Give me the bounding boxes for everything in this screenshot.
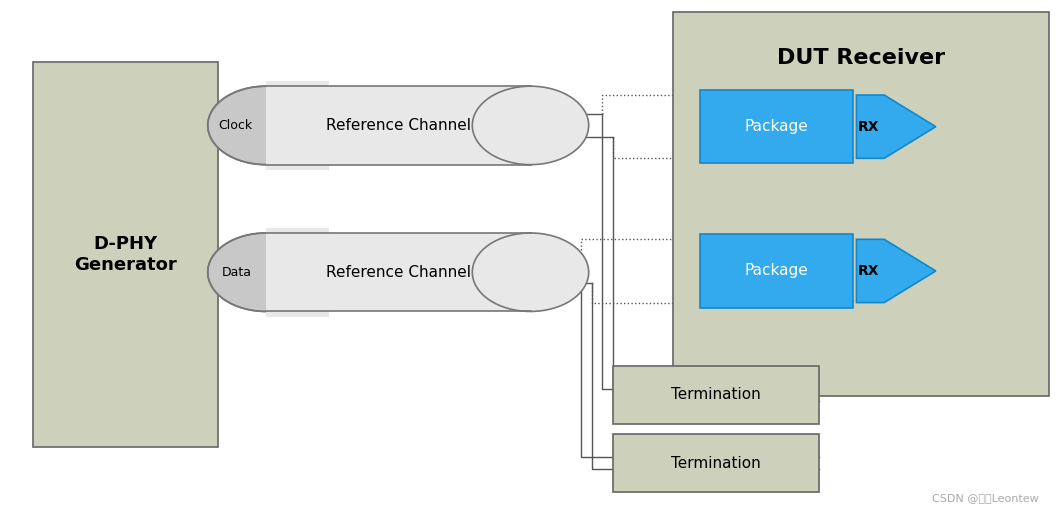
Bar bbox=[266, 86, 530, 164]
Text: Data: Data bbox=[222, 266, 251, 279]
Text: RX: RX bbox=[858, 264, 880, 278]
FancyBboxPatch shape bbox=[700, 90, 853, 163]
Text: D-PHY
Generator: D-PHY Generator bbox=[74, 235, 177, 274]
Text: Reference Channel: Reference Channel bbox=[326, 118, 471, 133]
FancyBboxPatch shape bbox=[613, 434, 819, 492]
Text: DUT Receiver: DUT Receiver bbox=[777, 48, 945, 68]
FancyBboxPatch shape bbox=[613, 366, 819, 424]
Polygon shape bbox=[856, 95, 936, 158]
Ellipse shape bbox=[472, 233, 589, 312]
Text: Termination: Termination bbox=[672, 387, 761, 403]
Ellipse shape bbox=[208, 233, 325, 312]
Text: Reference Channel: Reference Channel bbox=[326, 265, 471, 280]
Polygon shape bbox=[856, 239, 936, 302]
FancyBboxPatch shape bbox=[674, 12, 1049, 396]
Text: Package: Package bbox=[745, 264, 808, 278]
Ellipse shape bbox=[208, 86, 325, 164]
Text: CSDN @水枥Leontew: CSDN @水枥Leontew bbox=[932, 493, 1039, 502]
Text: RX: RX bbox=[858, 120, 880, 134]
Text: Package: Package bbox=[745, 119, 808, 134]
Text: Clock: Clock bbox=[219, 119, 253, 132]
Bar bbox=[266, 81, 329, 169]
FancyBboxPatch shape bbox=[33, 62, 219, 447]
Ellipse shape bbox=[472, 86, 589, 164]
Text: Termination: Termination bbox=[672, 456, 761, 471]
Bar bbox=[266, 233, 530, 312]
Bar bbox=[266, 228, 329, 317]
FancyBboxPatch shape bbox=[700, 234, 853, 307]
